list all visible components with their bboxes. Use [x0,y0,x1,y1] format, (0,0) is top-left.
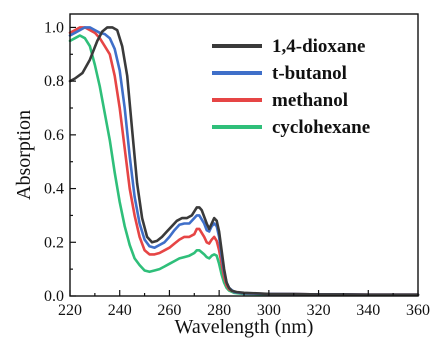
x-tick-label: 320 [307,302,331,319]
y-tick-label: 0.0 [44,288,64,305]
axis-ticks [69,26,419,297]
x-tick-label: 300 [257,302,281,319]
y-tick-label: 0.6 [44,127,64,144]
x-tick-label: 260 [157,302,181,319]
series-line-methanol [68,26,420,296]
x-tick-label: 340 [356,302,380,319]
legend: 1,4-dioxane t-butanol methanol cyclohexane [212,36,370,138]
x-axis-title: Wavelength (nm) [175,316,314,338]
y-tick-label: 1.0 [44,19,64,36]
axis-tick-labels: 220 240 260 280 300 320 340 360 0.0 0.2 0.4 0.6 0.8 1… [44,19,430,319]
x-tick-label: 240 [108,302,132,319]
legend-label: 1,4-dioxane [272,36,365,57]
y-tick-label: 0.8 [44,73,64,90]
legend-label: t-butanol [272,63,347,84]
legend-label: cyclohexane [272,117,370,138]
x-tick-label: 360 [406,302,430,319]
x-tick-label: 220 [58,302,82,319]
y-tick-label: 0.4 [44,181,64,198]
x-tick-label: 280 [207,302,231,319]
legend-label: methanol [272,90,348,111]
y-tick-label: 0.2 [44,234,64,251]
plot-lines [68,26,420,297]
y-axis-title: Absorption [13,110,35,200]
series-line-1-4-dioxane [68,26,420,296]
series-line-t-butanol [68,26,420,296]
plot-frame [69,13,419,297]
